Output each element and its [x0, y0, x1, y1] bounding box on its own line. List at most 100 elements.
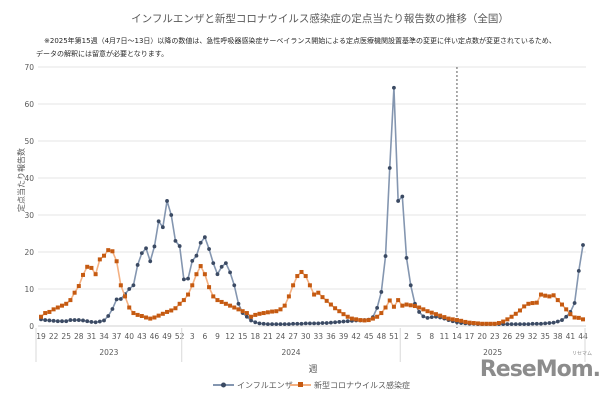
data-point [303, 274, 308, 279]
data-point [568, 312, 573, 317]
data-point [291, 283, 296, 288]
data-point [102, 253, 107, 258]
data-point [328, 302, 333, 307]
data-point [244, 314, 249, 319]
data-point [202, 235, 207, 240]
data-point [207, 285, 212, 290]
x-tick-label: 42 [351, 332, 361, 341]
y-axis: 0 10 20 30 40 50 60 70 [24, 63, 34, 331]
data-point [131, 283, 136, 288]
data-point [253, 320, 258, 325]
data-point [404, 256, 409, 260]
y-tick-label: 70 [24, 63, 34, 72]
data-point [286, 294, 291, 299]
data-point [51, 318, 56, 323]
data-point [249, 314, 254, 319]
data-point [211, 294, 216, 299]
data-point [433, 312, 438, 317]
data-point [194, 272, 199, 277]
data-point [60, 303, 65, 308]
data-point [236, 301, 241, 306]
data-point [581, 243, 585, 247]
data-point [72, 290, 77, 295]
legend-item-covid[interactable]: 新型コロナウイルス感染症 [290, 380, 410, 390]
x-year-label: 2025 [483, 348, 502, 357]
data-point [181, 277, 186, 282]
data-point [148, 259, 153, 264]
data-point [194, 253, 199, 258]
legend-item-influenza[interactable]: インフルエンザ [213, 381, 293, 390]
x-tick-label: 27 [288, 332, 298, 341]
y-tick-label: 20 [24, 248, 34, 257]
data-point [261, 311, 266, 316]
data-point [345, 314, 350, 319]
y-tick-label: 60 [24, 100, 34, 109]
data-point [135, 312, 140, 317]
data-point [274, 322, 279, 327]
data-point [282, 303, 287, 308]
data-point [139, 314, 144, 319]
x-tick-label: 32 [528, 332, 538, 341]
data-point [295, 321, 300, 326]
data-point [202, 272, 207, 277]
data-point [97, 257, 102, 262]
x-tick-label: 12 [225, 332, 235, 341]
x-axis-label: 週 [308, 364, 317, 375]
x-tick-label: 9 [215, 332, 220, 341]
data-point [555, 319, 560, 324]
y-tick-label: 50 [24, 137, 34, 146]
data-point [425, 315, 430, 320]
data-point [505, 317, 510, 322]
data-point [501, 319, 506, 324]
data-point [165, 199, 169, 203]
data-point [123, 294, 128, 299]
y-tick-label: 10 [24, 285, 34, 294]
data-point [186, 292, 191, 297]
data-point [492, 321, 497, 326]
data-point [421, 307, 426, 312]
data-point [93, 272, 98, 277]
chart-title: インフルエンザと新型コロナウイルス感染症の定点当たり報告数の推移（全国） [131, 12, 509, 25]
data-point [530, 321, 535, 326]
data-point [538, 292, 543, 297]
data-point [387, 166, 392, 170]
data-point [559, 302, 564, 307]
data-point [560, 318, 564, 322]
data-point [316, 290, 321, 295]
data-point [114, 297, 119, 302]
data-point [232, 305, 237, 310]
x-tick-label: 19 [36, 332, 46, 341]
data-point [316, 321, 321, 326]
x-tick-label: 33 [314, 332, 324, 341]
data-point [76, 318, 81, 322]
x-tick-label: 30 [301, 332, 311, 341]
data-point [282, 322, 287, 327]
x-tick-label: 51 [389, 332, 399, 341]
legend-square-marker-icon [298, 382, 303, 387]
data-point [253, 312, 258, 317]
data-point [89, 265, 94, 270]
data-point [55, 305, 60, 310]
data-point [47, 309, 52, 314]
data-point [488, 321, 493, 326]
x-tick-label: 20 [477, 332, 487, 341]
data-point [102, 318, 106, 323]
data-point [181, 298, 186, 303]
data-point [496, 321, 501, 326]
data-point [139, 251, 144, 256]
data-point [463, 319, 468, 324]
data-point [576, 268, 581, 273]
x-tick-label: 18 [251, 332, 261, 341]
data-point [564, 307, 569, 312]
data-point [341, 319, 346, 324]
data-point [421, 314, 426, 319]
x-tick-label: 5 [417, 332, 422, 341]
data-point [522, 304, 527, 309]
x-tick-label: 11 [440, 332, 450, 341]
data-point [484, 321, 489, 326]
x-tick-label: 41 [566, 332, 576, 341]
data-point [81, 318, 85, 323]
data-point [312, 321, 317, 326]
data-point [509, 322, 514, 327]
